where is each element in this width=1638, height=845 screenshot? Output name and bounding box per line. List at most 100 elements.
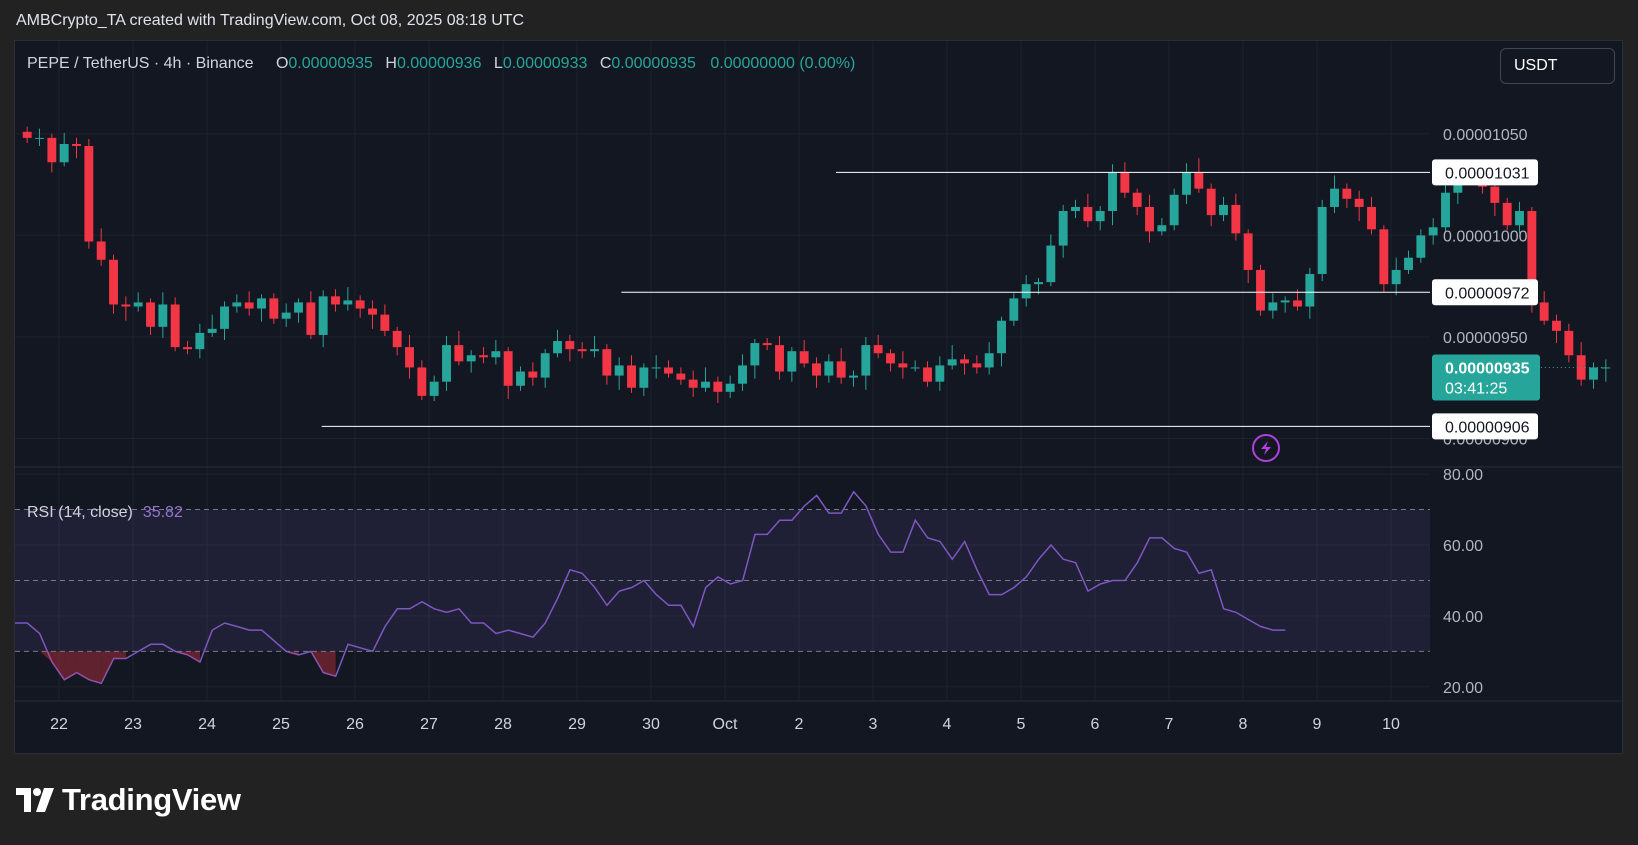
- lightning-icon-bolt: [1261, 441, 1271, 455]
- candle-body: [232, 302, 242, 307]
- candle-body: [910, 367, 920, 369]
- tradingview-logo-icon: [16, 788, 54, 812]
- ohlc-legend: PEPE / TetherUS · 4h · Binance O 0.000009…: [27, 55, 855, 73]
- candle-body: [1305, 274, 1315, 307]
- candle-body: [257, 298, 266, 309]
- candle-body: [1108, 172, 1117, 212]
- time-axis-label: 26: [346, 716, 364, 733]
- open-label: O: [275, 55, 289, 72]
- candle-body: [1243, 233, 1253, 270]
- candle-body: [590, 349, 599, 352]
- candle-body: [1157, 225, 1167, 232]
- candle-body: [1552, 320, 1561, 331]
- candle-body: [1317, 206, 1327, 274]
- price-level-label-box: [1432, 279, 1538, 306]
- candle-body: [972, 363, 982, 368]
- candle-body: [861, 345, 871, 376]
- price-level-label: 0.00000906: [1445, 419, 1530, 436]
- candle-body: [1182, 172, 1191, 195]
- candle-body: [133, 302, 143, 307]
- candle-body: [479, 355, 488, 358]
- candle-body: [997, 320, 1006, 354]
- close-label: C: [599, 55, 612, 72]
- chart-panel[interactable]: 0.00001050 0.00001000 0.00000950 0.00000900…: [14, 40, 1624, 755]
- close-value: 0.00000935: [611, 55, 696, 72]
- candle-body: [1095, 211, 1105, 222]
- candle-body: [1206, 188, 1216, 216]
- candle-body: [466, 355, 476, 362]
- candle-body: [1391, 269, 1401, 285]
- candle-body: [244, 302, 254, 309]
- time-axis-label: 3: [869, 716, 878, 733]
- time-axis-label: 9: [1313, 716, 1322, 733]
- rsi-oversold-fill: [89, 651, 102, 684]
- rsi-label[interactable]: RSI (14, close): [27, 504, 133, 521]
- candle-body: [688, 379, 698, 388]
- candle-body: [405, 347, 414, 368]
- candle-body: [873, 345, 883, 354]
- chart-canvas[interactable]: 0.000010500.000010000.000009500.00000900…: [15, 41, 1624, 755]
- candle-body: [1441, 192, 1450, 228]
- candle-body: [1194, 172, 1204, 189]
- rsi-oversold-fill: [187, 651, 200, 662]
- candle-body: [1416, 235, 1426, 258]
- candle-body: [454, 345, 464, 362]
- candle-body: [269, 298, 279, 319]
- candle-body: [1404, 257, 1413, 270]
- candle-body: [195, 332, 205, 350]
- candle-body: [750, 343, 760, 366]
- candle-body: [836, 361, 846, 378]
- rsi-band: [15, 509, 1430, 652]
- candle-body: [701, 381, 710, 388]
- candle-body: [1034, 282, 1043, 285]
- candle-body: [109, 259, 118, 305]
- candle-body: [1083, 206, 1093, 222]
- candle-body: [651, 367, 661, 369]
- lightning-icon[interactable]: [1252, 434, 1280, 462]
- candle-body: [886, 353, 895, 364]
- rsi-oversold-fill: [39, 651, 52, 662]
- candle-body: [355, 300, 365, 309]
- time-axis-label: Oct: [713, 716, 738, 733]
- price-axis-label: 0.00000950: [1443, 330, 1528, 347]
- rsi-value: 35.82: [142, 504, 183, 521]
- time-axis-label: 4: [943, 716, 952, 733]
- candle-body: [799, 351, 809, 364]
- low-value: 0.00000933: [502, 55, 588, 72]
- time-axis-label: 2: [795, 716, 804, 733]
- rsi-axis-label: 60.00: [1443, 538, 1483, 555]
- rsi-line: [15, 490, 1286, 685]
- lightning-icon-ring: [1252, 434, 1280, 462]
- candle-body: [1268, 302, 1278, 311]
- candle-body: [1539, 302, 1549, 321]
- candle-body: [22, 131, 32, 138]
- candle-body: [368, 308, 377, 315]
- rsi-oversold-fill: [76, 651, 89, 680]
- candle-body: [318, 296, 328, 335]
- current-price-value: 0.00000935: [1445, 360, 1530, 377]
- rsi-axis-label: 20.00: [1443, 680, 1483, 697]
- rsi-axis-label: 40.00: [1443, 609, 1483, 626]
- candle-body: [121, 304, 131, 307]
- candle-body: [960, 359, 969, 364]
- rsi-oversold-fill: [113, 651, 126, 659]
- symbol-label[interactable]: PEPE / TetherUS · 4h · Binance: [27, 55, 254, 72]
- high-value: 0.00000936: [396, 55, 482, 72]
- time-axis-label: 30: [642, 716, 660, 733]
- time-axis-label: 10: [1382, 716, 1400, 733]
- candle-body: [1120, 172, 1130, 193]
- currency-selector[interactable]: USDT: [1500, 48, 1615, 84]
- candle-body: [1428, 227, 1438, 236]
- candle-body: [614, 365, 624, 376]
- candle-body: [207, 328, 217, 333]
- chart-attribution: AMBCrypto_TA created with TradingView.co…: [16, 12, 525, 29]
- candle-body: [923, 367, 932, 382]
- rsi-oversold-fill: [175, 651, 188, 655]
- candle-body: [1502, 202, 1512, 226]
- candle-body: [1515, 211, 1524, 226]
- candle-body: [491, 351, 501, 358]
- candle-body: [1219, 204, 1228, 216]
- candle-body: [146, 302, 155, 327]
- high-label: H: [385, 55, 397, 72]
- candle-body: [1527, 211, 1537, 303]
